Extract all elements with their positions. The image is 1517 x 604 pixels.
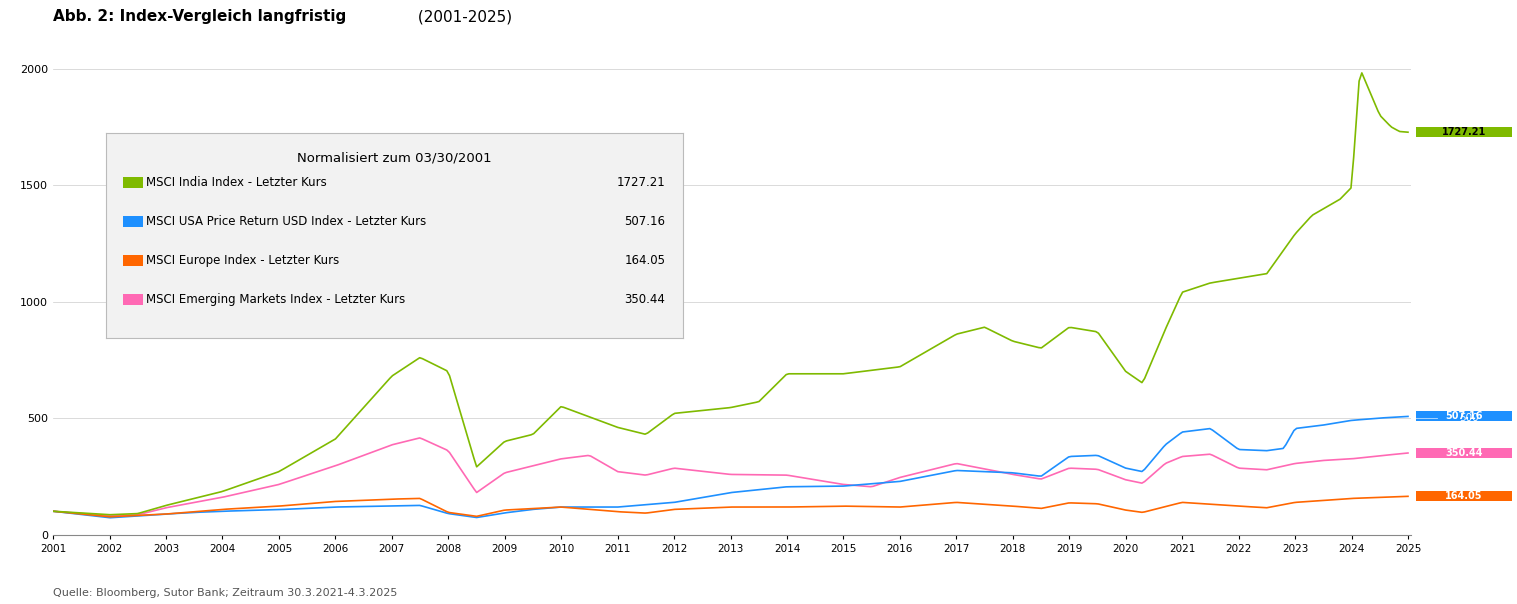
Text: Abb. 2: Index-Vergleich langfristig: Abb. 2: Index-Vergleich langfristig	[53, 9, 346, 24]
Text: MSCI Europe Index - Letzter Kurs: MSCI Europe Index - Letzter Kurs	[146, 254, 338, 267]
Text: 350.44: 350.44	[625, 293, 666, 306]
Text: 1500: 1500	[1456, 180, 1482, 190]
Text: 2000: 2000	[1456, 63, 1482, 74]
Text: Normalisiert zum 03/30/2001: Normalisiert zum 03/30/2001	[297, 152, 492, 164]
Text: 500: 500	[1459, 413, 1479, 423]
Text: MSCI Emerging Markets Index - Letzter Kurs: MSCI Emerging Markets Index - Letzter Ku…	[146, 293, 405, 306]
Text: 507.16: 507.16	[625, 214, 666, 228]
Text: 1727.21: 1727.21	[616, 176, 666, 188]
Text: 164.05: 164.05	[625, 254, 666, 267]
Bar	[123, 254, 143, 266]
Text: (2001-2025): (2001-2025)	[413, 9, 511, 24]
Text: 1727.21: 1727.21	[1441, 127, 1487, 137]
Text: 0: 0	[1465, 522, 1473, 533]
Bar	[1417, 448, 1511, 458]
Bar	[1417, 411, 1511, 421]
Text: 350.44: 350.44	[1446, 448, 1482, 458]
Text: 164.05: 164.05	[1446, 491, 1482, 501]
Text: 1000: 1000	[1456, 297, 1482, 307]
Bar	[1417, 492, 1511, 501]
Bar	[1417, 127, 1511, 137]
Bar	[123, 294, 143, 305]
Text: 507.16: 507.16	[1446, 411, 1482, 422]
Text: MSCI India Index - Letzter Kurs: MSCI India Index - Letzter Kurs	[146, 176, 326, 188]
Text: Quelle: Bloomberg, Sutor Bank; Zeitraum 30.3.2021-4.3.2025: Quelle: Bloomberg, Sutor Bank; Zeitraum …	[53, 588, 397, 598]
Bar	[123, 176, 143, 188]
Bar	[123, 216, 143, 227]
Text: MSCI USA Price Return USD Index - Letzter Kurs: MSCI USA Price Return USD Index - Letzte…	[146, 214, 426, 228]
